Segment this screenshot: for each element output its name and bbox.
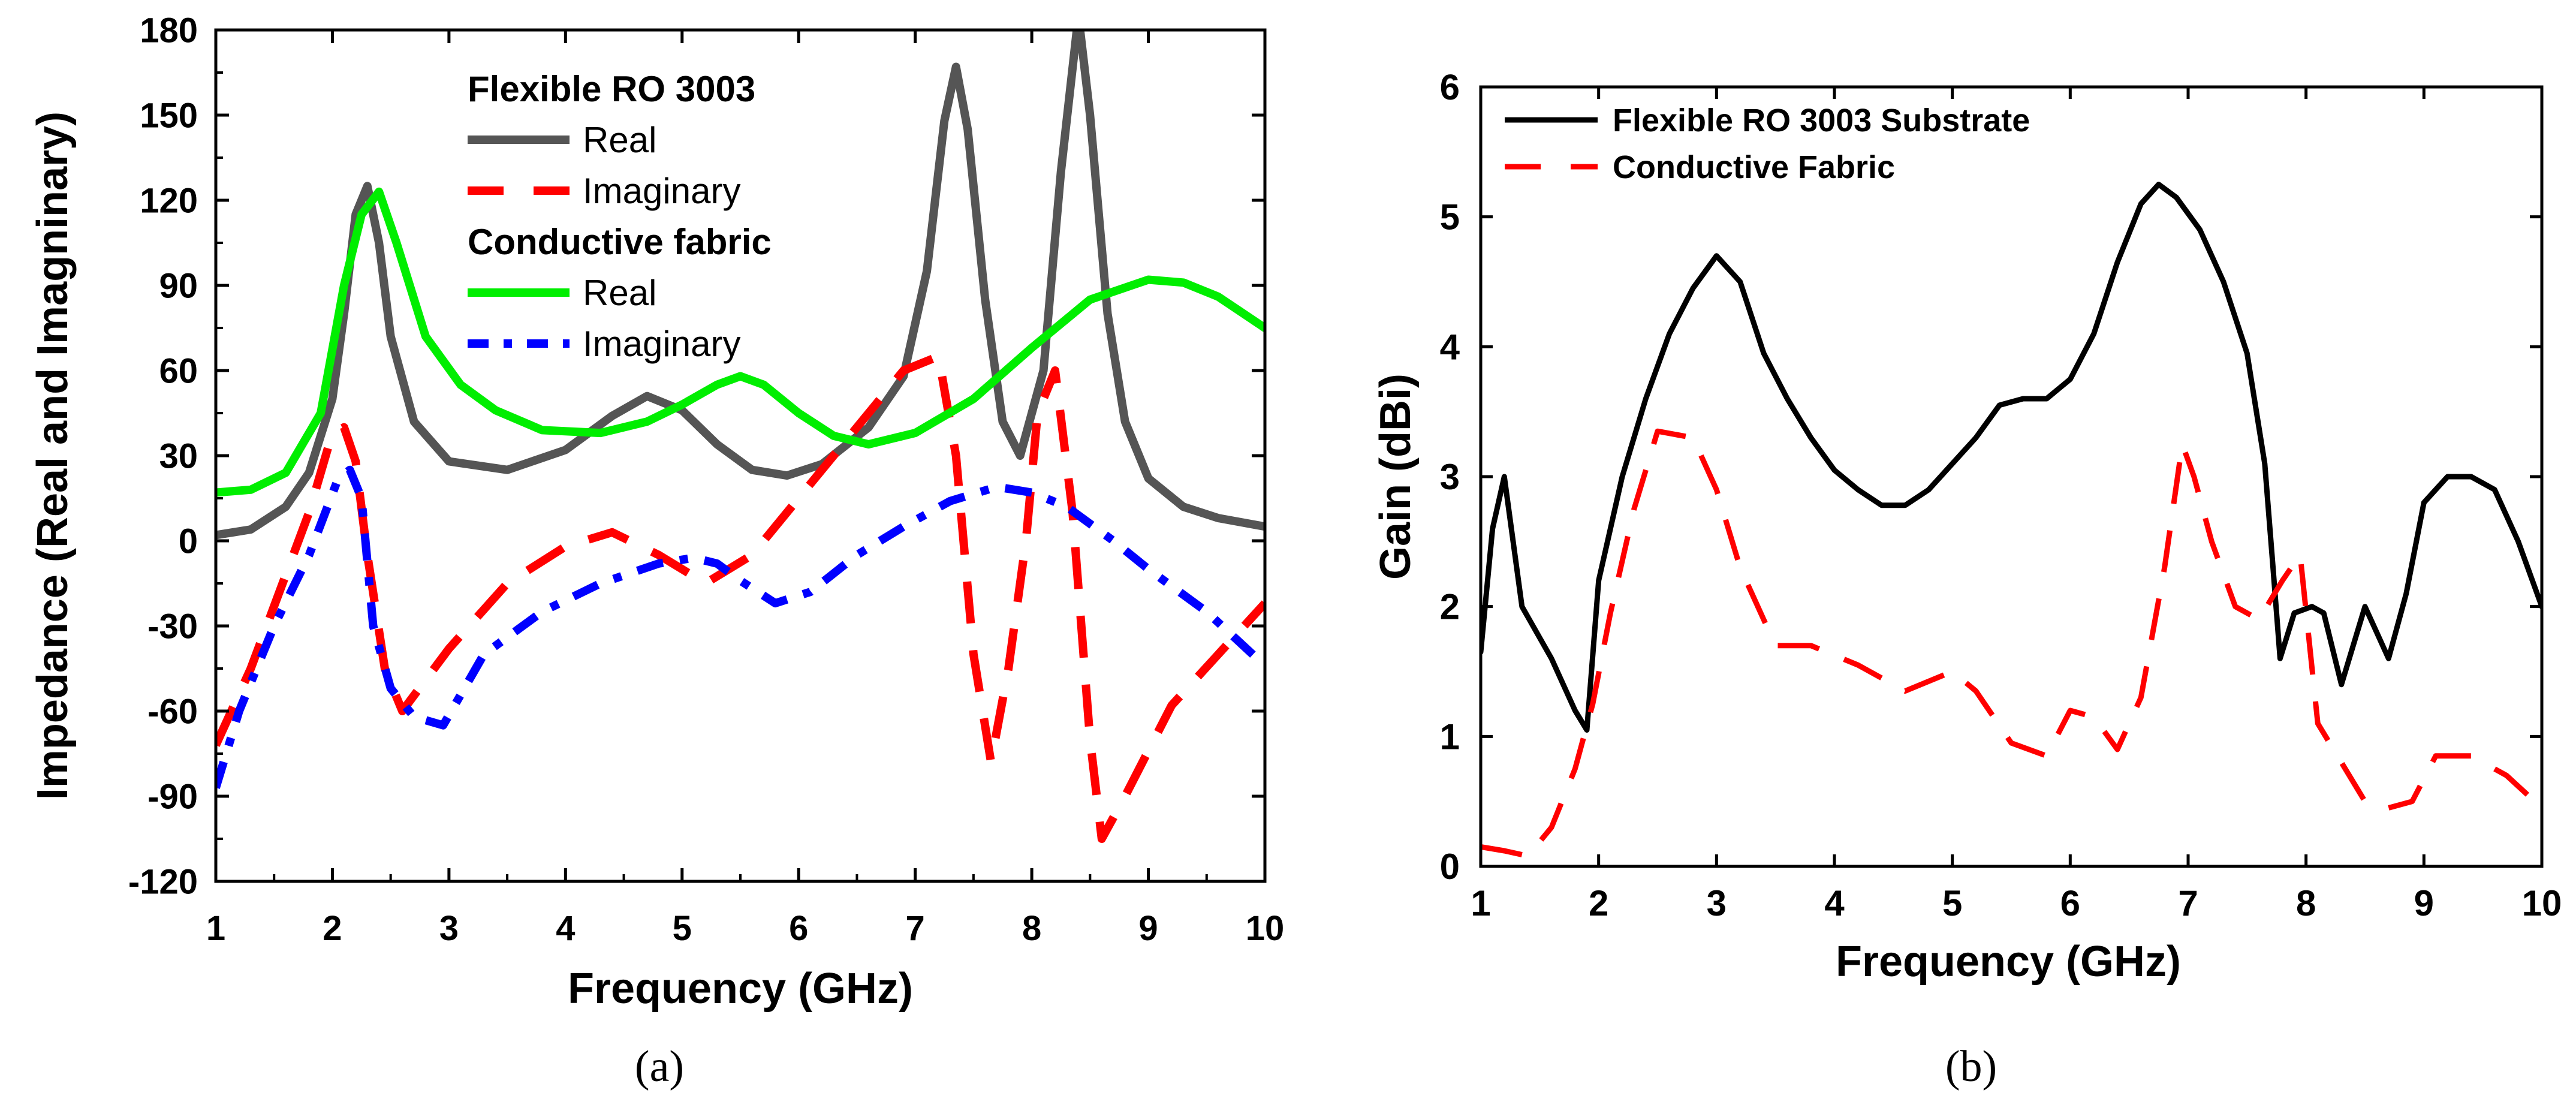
chart-a-legend-label: Imaginary: [583, 324, 740, 364]
chart-a-legend-heading: Conductive fabric: [468, 222, 772, 262]
chart-a-series-2: [216, 187, 1265, 497]
chart-b-x-tick-label: 9: [2414, 883, 2434, 923]
panel-label-b: (b): [1945, 1042, 1997, 1091]
chart-a-x-tick-label: 8: [1022, 909, 1041, 948]
chart-b-y-tick-label: 0: [1440, 847, 1460, 887]
chart-a-y-axis-title: Impedance (Real and Imagninary): [29, 112, 77, 800]
chart-b-x-tick-label: 10: [2522, 883, 2562, 923]
chart-b-y-tick-label: 4: [1440, 327, 1460, 367]
chart-a-y-tick-label: 120: [140, 181, 198, 220]
chart-a-x-tick-label: 4: [556, 909, 575, 948]
chart-b-series-1: [1481, 428, 2542, 859]
chart-b-y-tick-label: 1: [1440, 716, 1460, 757]
chart-a-ticks: 1 2 3 4 5 6 7 8 9 10 -120 -90 -60 -30 0 30 60 90 120 150 180: [128, 11, 1284, 948]
chart-b-y-axis-title: Gain (dBi): [1372, 374, 1420, 580]
chart-a-series-3: [216, 465, 1265, 789]
chart-a-x-tick-label: 10: [1246, 909, 1285, 948]
chart-a-x-tick-label: 5: [673, 909, 692, 948]
chart-b-x-tick-label: 3: [1707, 883, 1727, 923]
chart-a-x-tick-label: 7: [906, 909, 925, 948]
chart-a-legend-label: Real: [583, 120, 656, 160]
chart-b-series-layer: [1481, 182, 2542, 859]
chart-a-x-tick-label: 2: [323, 909, 342, 948]
chart-b-legend-label: Flexible RO 3003 Substrate: [1613, 103, 2030, 139]
chart-a-y-tick-label: 0: [179, 522, 198, 561]
chart-b-y-tick-label: 2: [1440, 587, 1460, 627]
chart-b-legend: Flexible RO 3003 Substrate Conductive Fab…: [1505, 103, 2030, 185]
chart-a-y-tick-label: -60: [147, 692, 198, 731]
chart-a-legend: Flexible RO 3003 Real Imaginary Conductive …: [468, 69, 772, 364]
chart-a-y-tick-label: 30: [159, 436, 198, 475]
chart-a-plot-frame: [214, 28, 1267, 883]
chart-a-axes: [214, 28, 1267, 883]
chart-a-y-tick-label: -30: [147, 607, 198, 646]
chart-b-x-tick-label: 5: [1942, 883, 1962, 923]
panel-label-a: (a): [635, 1042, 684, 1091]
chart-b-x-tick-label: 4: [1824, 883, 1845, 923]
chart-b-series-0: [1481, 182, 2542, 733]
chart-a-series-0: [216, 30, 1265, 540]
chart-b-x-tick-label: 7: [2178, 883, 2198, 923]
chart-a-x-axis-title: Frequency (GHz): [568, 965, 913, 1013]
chart-a-x-tick-label: 6: [789, 909, 808, 948]
chart-a-legend-label: Real: [583, 273, 656, 313]
chart-a-y-tick-label: -120: [128, 862, 198, 901]
chart-b-y-tick-label: 6: [1440, 67, 1460, 107]
chart-a-y-tick-label: 150: [140, 96, 198, 135]
chart-b-x-tick-label: 6: [2060, 883, 2080, 923]
chart-b-axes: [1479, 85, 2544, 868]
chart-a: 1 2 3 4 5 6 7 8 9 10 -120 -90 -60 -30 0 30 60 90 120 150 180…: [29, 11, 1284, 1091]
chart-a-legend-label: Imaginary: [583, 171, 740, 211]
chart-b-x-tick-label: 8: [2296, 883, 2316, 923]
chart-a-y-tick-label: 90: [159, 266, 198, 305]
chart-b-x-tick-label: 2: [1589, 883, 1608, 923]
chart-b-x-tick-label: 1: [1471, 883, 1490, 923]
chart-a-legend-heading: Flexible RO 3003: [468, 69, 755, 109]
chart-a-y-tick-label: 60: [159, 351, 198, 390]
chart-b-legend-label: Conductive Fabric: [1613, 149, 1895, 185]
chart-a-x-tick-label: 1: [206, 909, 225, 948]
chart-a-series-1: [216, 352, 1265, 843]
chart-a-x-tick-label: 9: [1138, 909, 1158, 948]
chart-b-y-tick-label: 3: [1440, 457, 1460, 497]
chart-a-y-tick-label: 180: [140, 11, 198, 50]
chart-a-x-tick-label: 3: [439, 909, 459, 948]
chart-b-x-axis-title: Frequency (GHz): [1836, 938, 2181, 986]
chart-a-y-tick-label: -90: [147, 777, 198, 816]
chart-b-plot-frame: [1479, 85, 2544, 868]
chart-a-series-layer: [216, 30, 1265, 843]
chart-b-y-tick-label: 5: [1440, 197, 1460, 237]
